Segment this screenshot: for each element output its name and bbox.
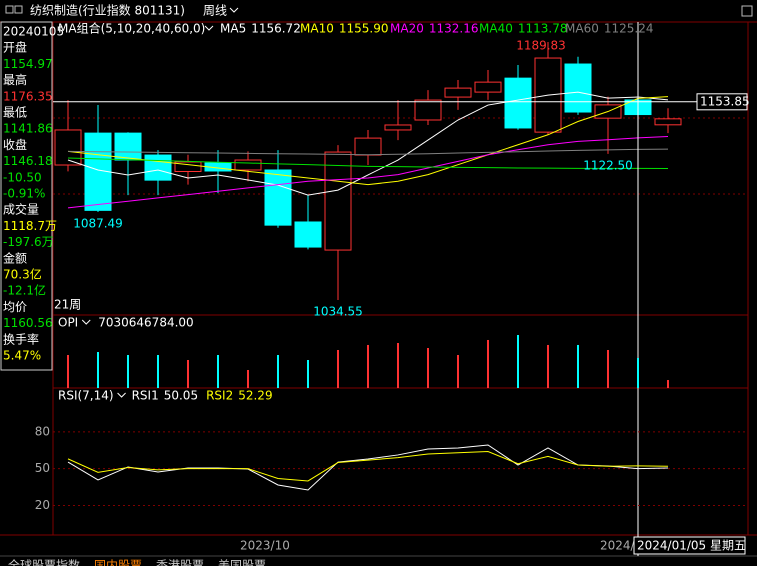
candle-body [234, 159, 262, 171]
y-tick-label: 50 [35, 461, 50, 475]
ma-line [67, 148, 669, 156]
tab[interactable]: 香港股票 [156, 559, 204, 566]
dropdown-icon [204, 25, 214, 31]
info-text: -12.1亿 [3, 283, 46, 298]
info-text: 最高 [3, 72, 27, 87]
legend-name: MA5 [220, 22, 246, 36]
ma-line [67, 135, 669, 209]
candle-body [534, 57, 562, 133]
legend-value: 7030646784.00 [98, 316, 193, 330]
period[interactable]: 周线 [203, 4, 227, 18]
candle-body [294, 221, 322, 248]
legend-name: MA20 [390, 22, 424, 36]
candle-body [84, 132, 112, 211]
info-text: -10.50 [3, 170, 42, 184]
indicator-label[interactable]: RSI(7,14) [58, 389, 114, 403]
candle-body [474, 81, 502, 93]
price-annotation: 1122.50 [583, 158, 633, 172]
legend-name: MA60 [565, 22, 599, 36]
info-text: 5.47% [3, 349, 41, 363]
dropdown-icon [229, 7, 239, 13]
info-text: 1146.18 [3, 154, 53, 168]
info-text: 1176.35 [3, 89, 53, 103]
indicator-label[interactable]: MA组合(5,10,20,40,60,0) [58, 21, 205, 36]
candle-body [384, 124, 412, 131]
x-tick-label: 2023/10 [240, 539, 290, 553]
info-text: 收盘 [3, 137, 27, 152]
legend-name: RSI1 [132, 389, 159, 403]
x-tick-label: 2024/01/05 星期五 [637, 539, 746, 553]
icon [741, 5, 753, 17]
info-panel [0, 21, 53, 371]
candle-body [144, 154, 172, 181]
info-text: 1160.56 [3, 316, 53, 330]
tab[interactable]: 全球股票指数 [8, 558, 80, 566]
price-annotation: 1034.55 [313, 304, 363, 318]
legend-value: 1113.78 [518, 22, 568, 36]
info-text: 70.3亿 [3, 267, 42, 282]
info-text: 换手率 [3, 331, 39, 346]
x-tick-label: 2024/ [600, 539, 636, 553]
tab[interactable]: 国内股票 [94, 559, 142, 566]
info-text: -0.91% [3, 187, 45, 201]
ma-line [67, 91, 669, 196]
candle-body [654, 118, 682, 126]
legend-name: MA40 [479, 22, 513, 36]
ma-line [67, 96, 669, 186]
legend-value: 52.29 [238, 389, 272, 403]
dropdown-icon [81, 319, 91, 325]
legend-name: MA10 [300, 22, 334, 36]
y-tick-label: 80 [35, 424, 50, 438]
candle-body [114, 132, 142, 161]
candle-body [564, 63, 592, 113]
candle-body [504, 77, 532, 129]
info-text: 1141.86 [3, 122, 53, 136]
icon [14, 5, 23, 14]
candle-body [54, 129, 82, 166]
ma-line [67, 157, 669, 169]
date-label-box [633, 536, 746, 555]
indicator-label[interactable]: OPI [58, 316, 78, 330]
info-text: 1154.97 [3, 57, 53, 71]
candle-body [354, 137, 382, 156]
rsi-line [67, 451, 669, 482]
legend-value: 50.05 [164, 389, 198, 403]
candle-body [174, 161, 202, 172]
info-text: 20240105 [3, 25, 64, 39]
legend-value: 1132.16 [429, 22, 479, 36]
legend-value: 1156.72 [251, 22, 301, 36]
legend-name: RSI2 [206, 389, 233, 403]
dropdown-icon [117, 392, 126, 398]
candle-body [264, 169, 292, 226]
candle-body [414, 99, 442, 121]
rsi-line [67, 444, 669, 491]
info-text: -197.6万 [3, 235, 54, 249]
icon [5, 5, 14, 14]
info-text: 1118.7万 [3, 219, 57, 233]
candle-body [444, 87, 472, 98]
price-annotation: 1087.49 [73, 217, 123, 231]
info-text: 均价 [3, 300, 27, 314]
info-text: 最低 [3, 106, 27, 120]
tab[interactable]: 美国股票 [218, 559, 266, 566]
legend-value: 1155.90 [339, 22, 389, 36]
crosshair-label-box [696, 93, 748, 111]
candle-body [324, 151, 352, 251]
price-annotation: 1189.83 [516, 39, 566, 53]
y-tick-label: 20 [35, 498, 50, 512]
crosshair-label: 1153.85 [700, 94, 750, 108]
info-text: 成交量 [3, 202, 39, 217]
title: 纺织制造(行业指数 801131) [30, 3, 185, 18]
legend-value: 1125.24 [604, 22, 654, 36]
info-text: 金额 [3, 250, 27, 265]
info-text: 开盘 [3, 40, 27, 55]
period-label: 21周 [54, 298, 81, 312]
